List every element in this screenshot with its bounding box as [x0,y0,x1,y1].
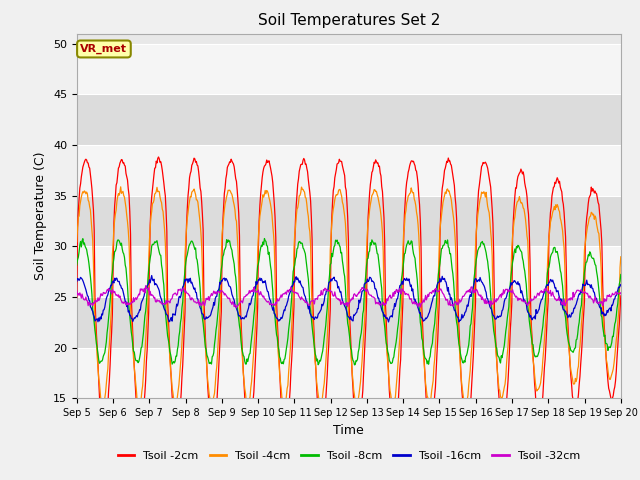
Y-axis label: Soil Temperature (C): Soil Temperature (C) [35,152,47,280]
Bar [77,44,621,95]
Bar [77,145,621,196]
Legend: Tsoil -2cm, Tsoil -4cm, Tsoil -8cm, Tsoil -16cm, Tsoil -32cm: Tsoil -2cm, Tsoil -4cm, Tsoil -8cm, Tsoi… [113,447,584,466]
Bar [77,95,621,145]
X-axis label: Time: Time [333,424,364,437]
Title: Soil Temperatures Set 2: Soil Temperatures Set 2 [258,13,440,28]
Text: VR_met: VR_met [81,44,127,54]
Bar [77,348,621,398]
Bar [77,297,621,348]
Bar [77,246,621,297]
Bar [77,196,621,246]
